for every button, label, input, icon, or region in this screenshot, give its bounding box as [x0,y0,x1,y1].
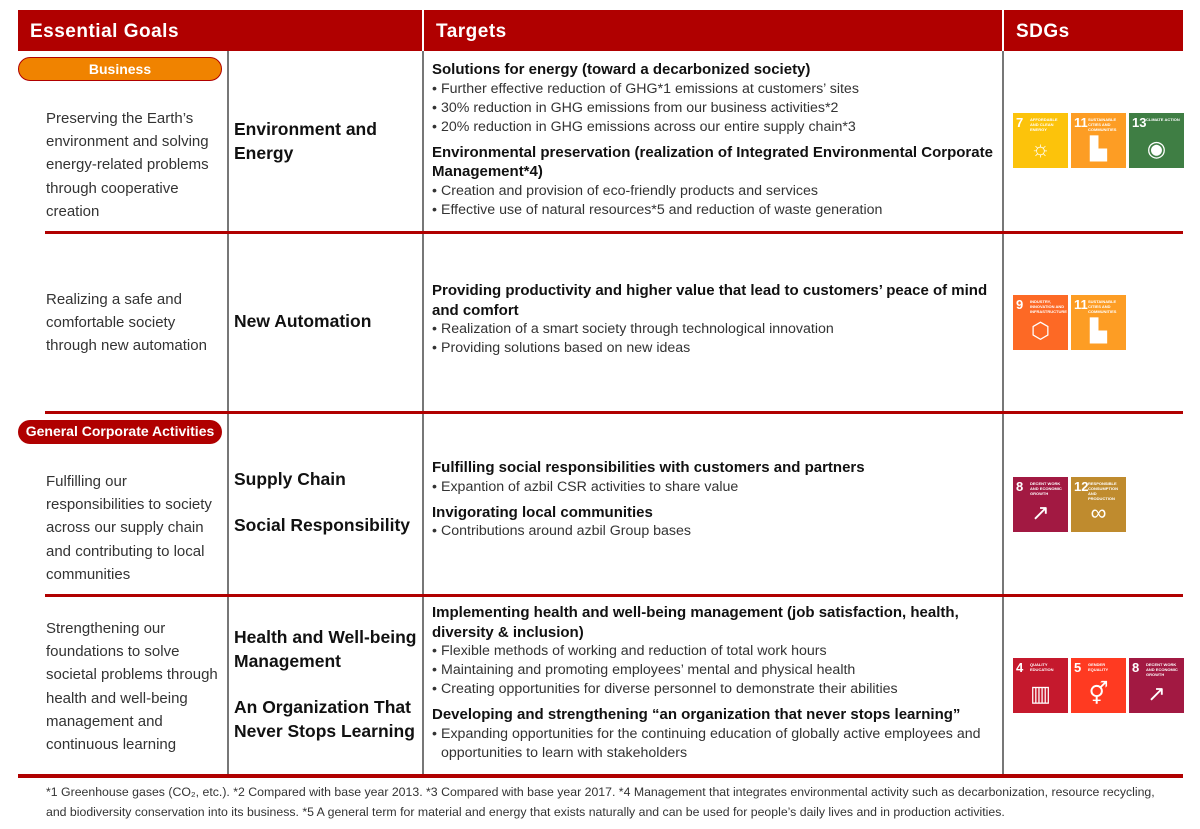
header-sdgs: SDGs [1004,10,1183,51]
sdg-number: 11 [1074,115,1088,130]
sdg-label: Sustainable cities and communities [1088,299,1117,314]
theme-label: Supply Chain [234,469,346,489]
sdg-12-icon: 12 Responsible consumption and production… [1071,477,1126,532]
sdg-4-icon: 4 Quality education ▥ [1013,658,1068,713]
theme-label: Health and Well-being Management [234,627,417,671]
targets-cell: Fulfilling social responsibilities with … [432,458,1000,541]
header-targets: Targets [424,10,1002,51]
sdg-icons: 7 Affordable and clean energy ☼ 11 Sustainab… [1013,113,1184,168]
essential-goal-text: Strengthening our foundations to solve s… [46,620,218,754]
sdg-icons: 8 Decent work and economic growth ↗ 12 Respo… [1013,477,1126,532]
target-bullet: Creation and provision of eco-friendly p… [432,182,1000,201]
city-icon: ▙ [1090,318,1107,343]
sdg-number: 11 [1074,297,1088,312]
growth-chart-icon: ↗ [1147,681,1166,706]
target-bullet: 30% reduction in GHG emissions from our … [432,99,1000,118]
target-heading: Fulfilling social responsibilities with … [432,459,865,476]
sdg-label: Quality education [1030,662,1054,672]
sun-power-icon: ☼ [1030,136,1051,161]
sdg-9-icon: 9 Industry, innovation and infrastructure… [1013,295,1068,350]
gender-equality-icon: ⚥ [1088,681,1109,706]
sdg-label: Industry, innovation and infrastructure [1030,299,1067,314]
target-bullet: Providing solutions based on new ideas [432,339,1000,358]
theme-label: New Automation [234,311,372,331]
sdg-number: 13 [1132,115,1147,130]
row-divider [45,231,1183,234]
header-label: SDGs [1016,21,1070,42]
targets-cell: Providing productivity and higher value … [432,281,1000,358]
growth-chart-icon: ↗ [1031,500,1050,525]
business-badge: Business [18,57,222,81]
target-bullet: 20% reduction in GHG emissions across ou… [432,118,1000,137]
target-heading: Implementing health and well-being manag… [432,604,959,641]
table-bottom-border [18,774,1183,778]
essential-goal-text: Fulfilling our responsibilities to socie… [46,473,212,583]
theme-label: An Organization That Never Stops Learnin… [234,697,415,741]
target-bullet: Further effective reduction of GHG*1 emi… [432,80,1000,99]
targets-cell: Solutions for energy (toward a decarboni… [432,60,1000,220]
sdg-number: 7 [1016,115,1024,130]
footnotes: *1 Greenhouse gases (CO₂, etc.). *2 Comp… [46,785,1155,819]
target-heading: Developing and strengthening “an organiz… [432,706,961,723]
book-icon: ▥ [1030,681,1051,706]
header-label: Targets [436,21,507,42]
sdg-8-icon: 8 Decent work and economic growth ↗ [1013,477,1068,532]
theme-label: Social Responsibility [234,515,411,535]
sdg-number: 5 [1074,660,1082,675]
essential-goal-text: Preserving the Earth’s environment and s… [46,110,209,220]
sdg-label: Gender equality [1088,662,1109,672]
city-icon: ▙ [1090,136,1107,161]
essential-goal-text: Realizing a safe and comfortable society… [46,291,207,355]
target-bullet: Maintaining and promoting employees’ men… [432,661,1000,680]
sdg-label: Climate action [1146,117,1180,122]
sdg-label: Sustainable cities and communities [1088,117,1117,132]
cubes-icon: ⬡ [1030,318,1051,343]
row-divider [45,411,1183,414]
sdg-11-icon: 11 Sustainable cities and communities ▙ [1071,295,1126,350]
sdg-label: Responsible consumption and production [1088,481,1118,501]
sdg-number: 12 [1074,479,1089,494]
target-bullet: Creating opportunities for diverse perso… [432,680,1000,699]
sdg-icons: 9 Industry, innovation and infrastructure… [1013,295,1126,350]
sdg-8-icon: 8 Decent work and economic growth ↗ [1129,658,1184,713]
row-divider [45,594,1183,597]
sdg-number: 8 [1132,660,1140,675]
target-bullet: Expantion of azbil CSR activities to sha… [432,478,1000,497]
header-essential-goals: Essential Goals [18,10,422,51]
theme-label: Environment and Energy [234,119,377,163]
target-bullet: Realization of a smart society through t… [432,320,1000,339]
target-heading: Invigorating local communities [432,503,653,521]
infinity-icon: ∞ [1090,500,1107,525]
targets-cell: Implementing health and well-being manag… [432,603,1000,763]
sdg-7-icon: 7 Affordable and clean energy ☼ [1013,113,1068,168]
target-bullet: Effective use of natural resources*5 and… [432,201,1000,220]
sdg-label: Decent work and economic growth [1030,481,1062,496]
target-heading: Solutions for energy (toward a decarboni… [432,61,811,78]
eye-globe-icon: ◉ [1146,136,1167,161]
target-heading: Providing productivity and higher value … [432,282,988,319]
general-corporate-activities-badge: General Corporate Activities [18,420,222,444]
target-bullet: Expanding opportunities for the continui… [432,725,1000,763]
target-bullet: Flexible methods of working and reductio… [432,642,1000,661]
sdg-label: Decent work and economic growth [1146,662,1178,677]
sdg-5-icon: 5 Gender equality ⚥ [1071,658,1126,713]
header-label: Essential Goals [30,21,180,42]
sdg-number: 8 [1016,479,1024,494]
sdg-icons: 4 Quality education ▥ 5 Gender equality ⚥ 8 Dec… [1013,658,1184,713]
sdg-number: 9 [1016,297,1024,312]
sdg-label: Affordable and clean energy [1030,117,1058,132]
target-heading: Environmental preservation (realization … [432,143,993,181]
target-bullet: Contributions around azbil Group bases [432,522,1000,541]
sdg-11-icon: 11 Sustainable cities and communities ▙ [1071,113,1126,168]
sdg-13-icon: 13 Climate action ◉ [1129,113,1184,168]
sdg-number: 4 [1016,660,1024,675]
